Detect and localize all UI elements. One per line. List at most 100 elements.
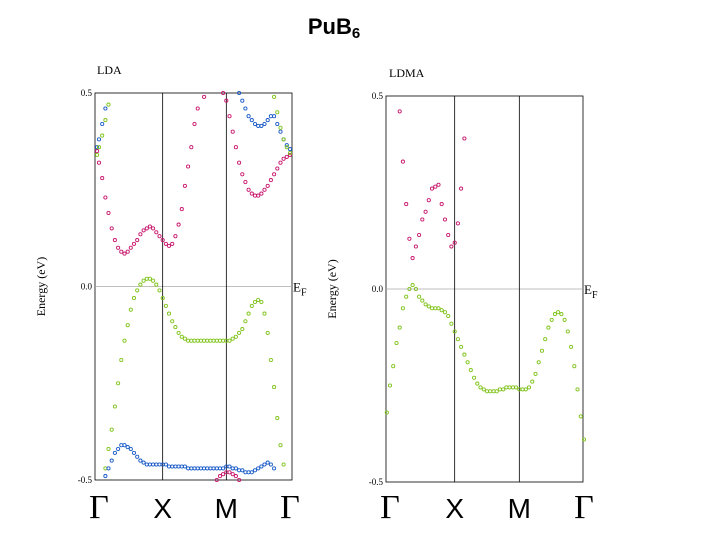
band-point bbox=[147, 224, 152, 229]
band-point bbox=[170, 241, 175, 246]
band-point bbox=[429, 306, 435, 311]
band-point bbox=[417, 294, 422, 299]
band-point bbox=[109, 427, 114, 432]
band-point bbox=[281, 156, 286, 161]
band-point bbox=[211, 338, 216, 343]
band-point bbox=[252, 299, 258, 305]
band-point bbox=[243, 319, 248, 324]
band-point bbox=[452, 329, 457, 334]
band-point bbox=[552, 312, 557, 317]
band-point bbox=[259, 299, 264, 305]
band-point bbox=[262, 121, 267, 127]
band-point bbox=[103, 474, 108, 479]
band-point bbox=[135, 454, 140, 459]
fermi-label-main: E bbox=[584, 282, 592, 297]
kpoint-label: Γ bbox=[574, 489, 594, 526]
band-point bbox=[565, 329, 570, 334]
band-point bbox=[166, 311, 172, 316]
band-point bbox=[536, 360, 541, 365]
y-tick-label: 0.5 bbox=[372, 91, 384, 101]
band-point bbox=[163, 241, 168, 246]
band-point bbox=[96, 137, 102, 142]
band-point bbox=[116, 245, 121, 250]
band-point bbox=[237, 330, 242, 335]
band-point bbox=[240, 172, 245, 177]
band-point bbox=[278, 129, 283, 134]
band-point bbox=[240, 98, 245, 103]
band-point bbox=[494, 389, 499, 394]
band-point bbox=[237, 468, 242, 473]
band-point bbox=[125, 445, 130, 450]
band-point bbox=[240, 327, 245, 332]
band-point bbox=[268, 357, 273, 363]
band-point bbox=[436, 306, 441, 311]
band-point bbox=[243, 470, 248, 475]
band-point bbox=[230, 472, 235, 477]
band-point bbox=[230, 129, 235, 134]
band-point bbox=[122, 443, 127, 448]
band-point bbox=[179, 207, 184, 212]
band-point bbox=[112, 404, 117, 409]
band-point bbox=[287, 152, 293, 157]
band-point bbox=[189, 466, 194, 471]
band-point bbox=[100, 176, 105, 181]
band-point bbox=[287, 150, 293, 156]
band-point bbox=[106, 466, 111, 471]
band-point bbox=[100, 121, 105, 127]
band-point bbox=[233, 466, 238, 471]
band-point bbox=[170, 464, 175, 469]
band-point bbox=[221, 472, 226, 477]
band-point bbox=[407, 236, 412, 241]
band-point bbox=[272, 94, 277, 99]
chart-title: PuB6 bbox=[0, 14, 668, 42]
band-point bbox=[173, 234, 178, 239]
band-point bbox=[100, 133, 105, 138]
band-point bbox=[265, 118, 270, 123]
y-axis-label: Energy (eV) bbox=[34, 257, 48, 316]
band-point bbox=[195, 338, 200, 343]
band-point bbox=[281, 137, 286, 142]
band-point bbox=[173, 325, 178, 330]
band-point bbox=[237, 160, 242, 165]
kpoint-label: M bbox=[508, 493, 531, 524]
band-point bbox=[578, 414, 583, 419]
band-point bbox=[106, 102, 111, 107]
band-point bbox=[501, 387, 506, 392]
band-point bbox=[119, 357, 124, 363]
band-point bbox=[420, 298, 425, 303]
band-point bbox=[462, 352, 467, 357]
band-point bbox=[265, 460, 270, 465]
band-point bbox=[154, 462, 159, 467]
band-point bbox=[407, 286, 412, 292]
band-point bbox=[157, 234, 162, 239]
band-point bbox=[439, 308, 444, 313]
band-point bbox=[275, 121, 280, 127]
band-point bbox=[249, 118, 254, 123]
band-point bbox=[109, 458, 114, 463]
band-point bbox=[465, 360, 470, 365]
band-point bbox=[166, 464, 172, 469]
band-point bbox=[478, 385, 483, 390]
band-point bbox=[227, 338, 232, 343]
fermi-label: EF bbox=[584, 282, 598, 301]
band-point bbox=[192, 121, 197, 127]
band-point bbox=[259, 464, 264, 469]
band-point bbox=[147, 276, 152, 281]
band-point bbox=[275, 110, 280, 115]
band-point bbox=[151, 278, 156, 283]
band-point bbox=[410, 283, 415, 288]
band-point bbox=[268, 178, 273, 183]
band-point bbox=[135, 288, 140, 293]
band-point bbox=[549, 317, 554, 322]
band-point bbox=[195, 106, 200, 111]
band-point bbox=[523, 387, 528, 392]
band-point bbox=[141, 460, 146, 465]
band-point bbox=[151, 226, 156, 231]
band-point bbox=[249, 470, 254, 475]
band-point bbox=[128, 245, 133, 250]
band-point bbox=[484, 389, 490, 394]
band-point bbox=[128, 446, 133, 452]
band-point bbox=[539, 348, 545, 353]
band-point bbox=[397, 109, 402, 114]
band-point bbox=[138, 232, 143, 237]
